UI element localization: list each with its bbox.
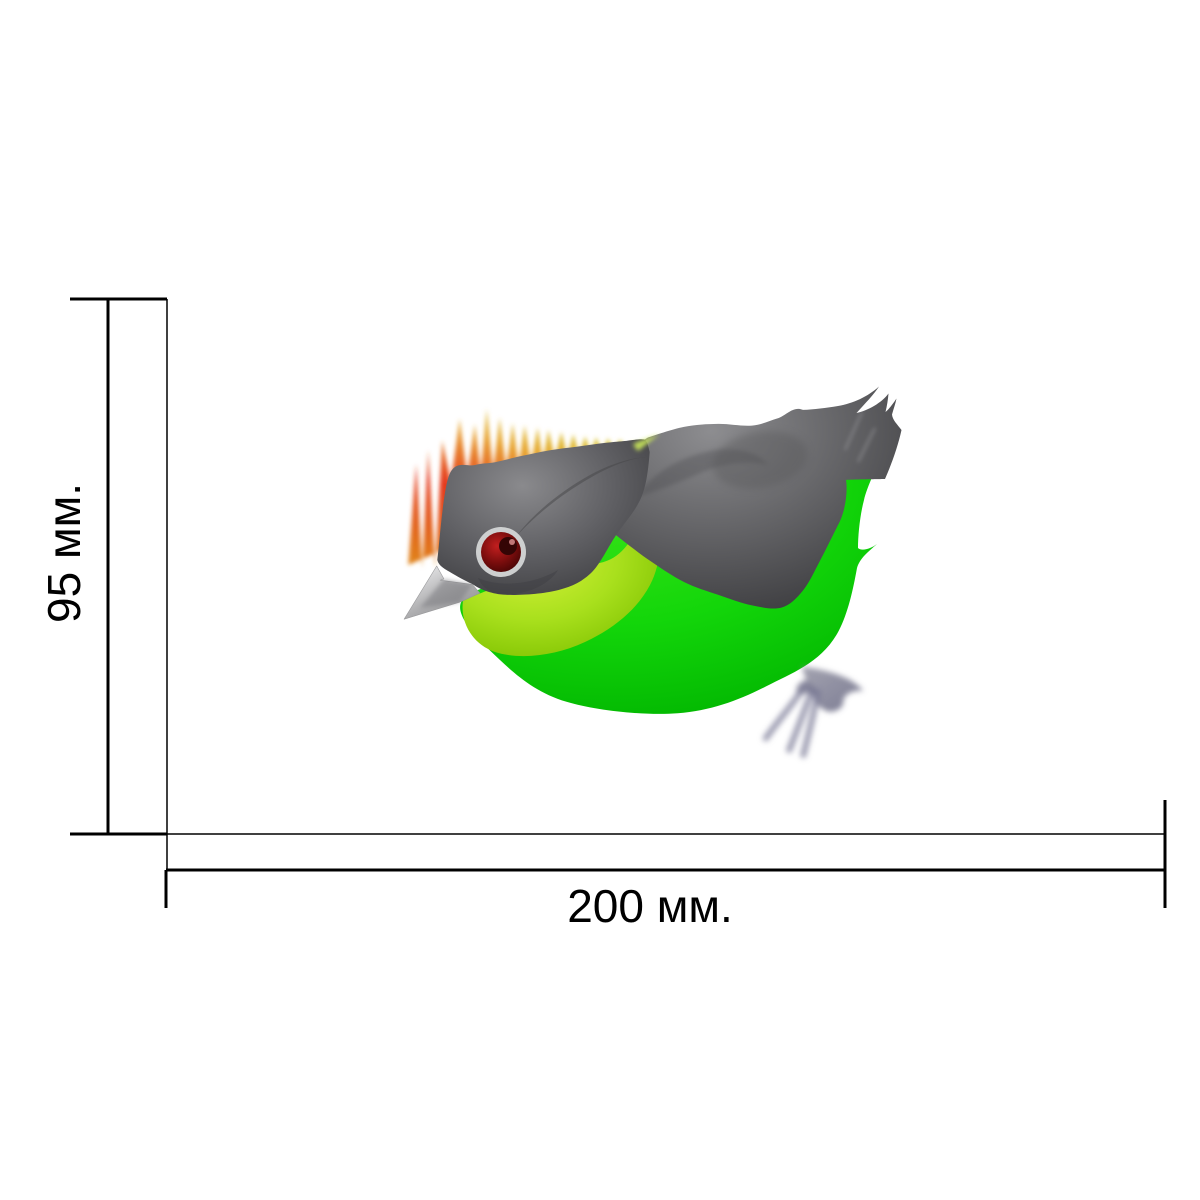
svg-text:200 мм.: 200 мм.: [567, 880, 733, 932]
svg-text:95 мм.: 95 мм.: [38, 483, 90, 623]
